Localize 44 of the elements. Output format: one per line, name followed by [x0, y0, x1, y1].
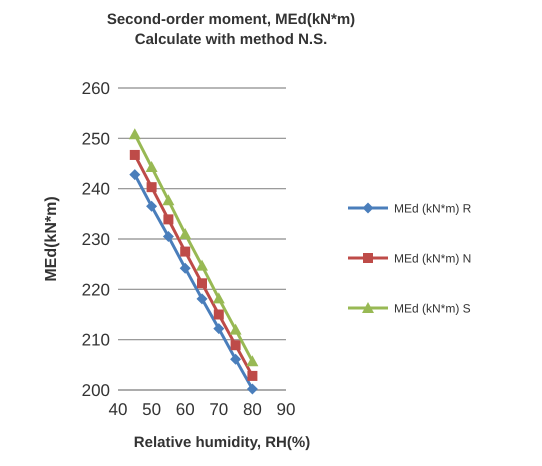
- y-tick-label: 200: [82, 381, 110, 400]
- point: [162, 230, 174, 242]
- y-tick-label: 230: [82, 230, 110, 249]
- point: [146, 200, 158, 212]
- point: [130, 150, 140, 160]
- point: [246, 355, 258, 366]
- point: [197, 278, 207, 288]
- point: [212, 292, 225, 304]
- point: [246, 383, 258, 394]
- chart-subtitle: Calculate with method N.S.: [134, 31, 328, 48]
- x-tick-label: 50: [142, 400, 162, 419]
- x-tick-label: 90: [276, 400, 296, 419]
- point: [146, 182, 157, 192]
- point: [163, 214, 174, 224]
- x-axis-title: Relative humidity, RH(%): [134, 434, 310, 451]
- point: [129, 169, 140, 180]
- chart-title: Second-order moment, MEd(kN*m): [106, 11, 356, 28]
- y-tick-label: 250: [82, 129, 110, 148]
- legend-label: MEd (kN*m) R: [394, 202, 472, 216]
- point: [214, 310, 224, 320]
- y-tick-label: 220: [82, 280, 110, 300]
- x-tick-label: 60: [176, 400, 195, 419]
- point: [146, 161, 158, 172]
- y-tick-label: 210: [82, 330, 110, 350]
- y-tick-label: 260: [82, 79, 110, 98]
- point: [162, 194, 174, 206]
- y-axis-title: MEd(kN*m): [43, 196, 60, 282]
- x-tick-label: 80: [242, 400, 262, 419]
- point: [247, 370, 258, 381]
- point: [196, 260, 208, 271]
- point: [196, 293, 208, 304]
- legend-label: MEd (kN*m) S: [394, 302, 471, 316]
- x-tick-label: 70: [209, 400, 228, 419]
- x-tick-label: 40: [108, 400, 128, 419]
- point: [213, 323, 224, 334]
- point: [230, 340, 241, 350]
- point: [180, 246, 190, 257]
- point: [230, 354, 242, 365]
- point: [128, 128, 141, 140]
- y-tick-label: 240: [82, 180, 110, 199]
- point: [180, 262, 191, 274]
- legend-label: MEd (kN*m) N: [394, 252, 472, 266]
- point: [179, 228, 192, 239]
- point: [230, 324, 242, 335]
